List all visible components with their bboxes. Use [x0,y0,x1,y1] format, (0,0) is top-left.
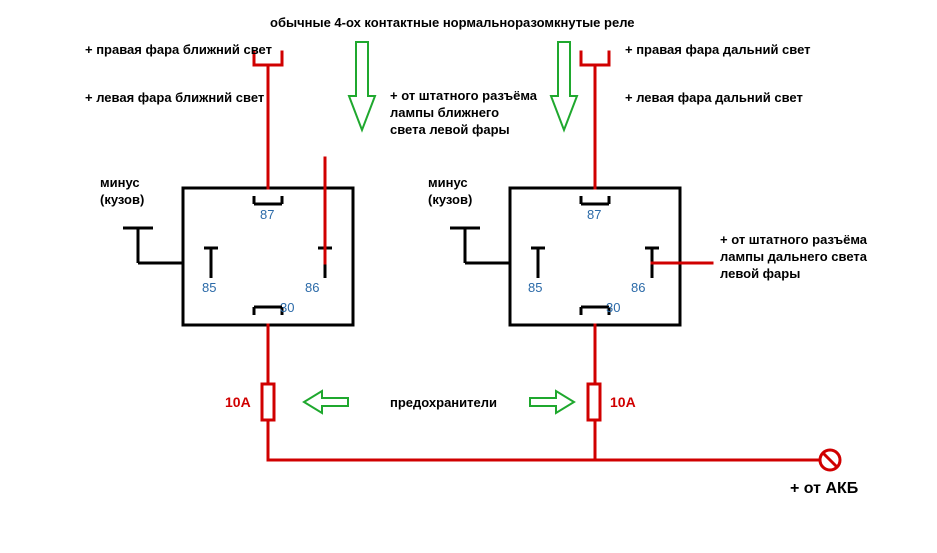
battery-label: + от АКБ [790,480,858,498]
green-arrow-down [551,42,577,130]
pin-86-right: 86 [631,280,645,295]
pin-85-left: 85 [202,280,216,295]
ground-left-label: минус(кузов) [100,175,144,209]
pin-30-left: 30 [280,300,294,315]
left-low-beam-label: + левая фара ближний свет [85,90,264,105]
pin-85-right: 85 [528,280,542,295]
ground-right-label: минус(кузов) [428,175,472,209]
right-low-beam-label: + правая фара ближний свет [85,42,272,57]
fuse-right-label: 10A [610,394,636,410]
pin-30-right: 30 [606,300,620,315]
green-arrow-horiz [530,391,574,413]
right-high-beam-label: + правая фара дальний свет [625,42,811,57]
fuses-label: предохранители [390,395,497,410]
from-high-beam-connector-label: + от штатного разъёмалампы дальнего свет… [720,232,867,283]
pin-87-right: 87 [587,207,601,222]
title-label: обычные 4-ох контактные нормальноразомкн… [270,15,635,30]
green-arrow-horiz [304,391,348,413]
green-arrow-down [349,42,375,130]
fuse-left-label: 10A [225,394,251,410]
fuse-left [262,384,274,420]
pin-87-left: 87 [260,207,274,222]
fuse-right [588,384,600,420]
from-low-beam-connector-label: + от штатного разъёмалампы ближнегосвета… [390,88,537,139]
left-high-beam-label: + левая фара дальний свет [625,90,803,105]
pin-86-left: 86 [305,280,319,295]
